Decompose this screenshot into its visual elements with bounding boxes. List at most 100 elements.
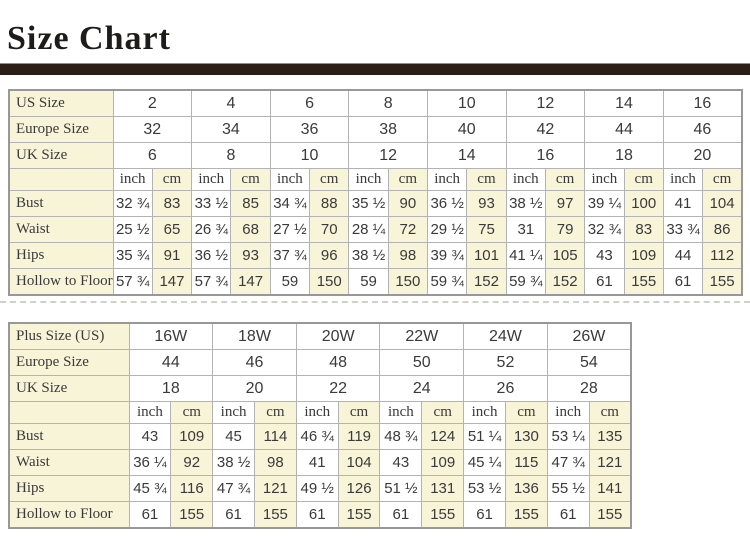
measurement-inch-value: 61 [295, 501, 339, 529]
unit-cm-header: cm [309, 168, 350, 191]
measurement-cm-value: 141 [588, 475, 632, 502]
size-value: 26W [546, 322, 632, 350]
row-label: Hips [8, 242, 114, 269]
row-label: Hollow to Floor [8, 268, 114, 296]
unit-inch-header: inch [269, 168, 311, 191]
measurement-inch-value: 59 ¾ [426, 268, 468, 296]
unit-inch-header: inch [112, 168, 153, 191]
empty-label-cell [8, 401, 130, 424]
measurement-cm-value: 105 [544, 242, 586, 269]
measurement-cm-value: 86 [702, 216, 743, 243]
standard-size-table: US Size 2 4 6 8 10 12 14 16 Europe Size 32 34 36 38 40… [8, 89, 743, 296]
table-row: Europe Size 44 46 48 50 52 54 [8, 349, 632, 376]
size-value: 14 [427, 142, 507, 169]
size-value: 52 [463, 349, 548, 376]
page-title: Size Chart [7, 20, 171, 57]
unit-inch-header: inch [379, 401, 423, 424]
measurement-inch-value: 33 ¾ [662, 216, 704, 243]
unit-cm-header: cm [337, 401, 381, 424]
measurement-inch-value: 29 ½ [426, 216, 468, 243]
size-value: 54 [546, 349, 632, 376]
measurement-cm-value: 155 [702, 268, 743, 296]
measurement-inch-value: 59 [269, 268, 311, 296]
size-value: 6 [269, 89, 350, 117]
measurement-cm-value: 65 [151, 216, 193, 243]
measurement-cm-value: 155 [588, 501, 632, 529]
size-value: 36 [269, 116, 350, 143]
measurement-inch-value: 51 ¼ [463, 423, 506, 450]
measurement-inch-value: 25 ½ [112, 216, 153, 243]
size-value: 18W [212, 322, 297, 350]
measurement-cm-value: 121 [253, 475, 297, 502]
unit-inch-header: inch [128, 401, 172, 424]
measurement-cm-value: 136 [504, 475, 548, 502]
measurement-cm-value: 130 [504, 423, 548, 450]
measurement-cm-value: 135 [588, 423, 632, 450]
row-label: Waist [8, 216, 114, 243]
measurement-inch-value: 36 ¼ [128, 449, 172, 476]
unit-cm-header: cm [702, 168, 743, 191]
size-value: 46 [212, 349, 297, 376]
measurement-inch-value: 46 ¾ [295, 423, 339, 450]
size-value: 12 [505, 89, 586, 117]
size-value: 48 [295, 349, 381, 376]
size-value: 26 [463, 375, 548, 402]
row-label: UK Size [8, 142, 114, 169]
measurement-cm-value: 92 [170, 449, 214, 476]
measurement-cm-value: 116 [170, 475, 214, 502]
size-value: 14 [584, 89, 664, 117]
unit-cm-header: cm [170, 401, 214, 424]
measurement-cm-value: 83 [151, 190, 193, 217]
unit-inch-header: inch [662, 168, 704, 191]
measurement-cm-value: 79 [544, 216, 586, 243]
measurement-cm-value: 124 [421, 423, 465, 450]
row-label: US Size [8, 89, 114, 117]
measurement-cm-value: 109 [170, 423, 214, 450]
plus-size-table: Plus Size (US) 16W 18W 20W 22W 24W 26W Europe S… [8, 322, 632, 529]
unit-cm-header: cm [151, 168, 193, 191]
measurement-cm-value: 119 [337, 423, 381, 450]
measurement-inch-value: 59 [348, 268, 389, 296]
unit-cm-header: cm [466, 168, 507, 191]
measurement-inch-value: 48 ¾ [379, 423, 423, 450]
measurement-inch-value: 31 [505, 216, 546, 243]
measurement-cm-value: 68 [230, 216, 271, 243]
measurement-cm-value: 75 [466, 216, 507, 243]
measurement-inch-value: 43 [584, 242, 625, 269]
measurement-inch-value: 47 ¾ [546, 449, 590, 476]
table-row: Bust 32 ¾ 83 33 ½ 85 34 ¾ 88 35 ½ 90 36 ½ 93 38 ½ 97… [8, 190, 743, 217]
measurement-inch-value: 43 [379, 449, 423, 476]
size-value: 50 [379, 349, 465, 376]
measurement-inch-value: 32 ¾ [112, 190, 153, 217]
measurement-cm-value: 131 [421, 475, 465, 502]
measurement-inch-value: 43 [128, 423, 172, 450]
measurement-cm-value: 147 [230, 268, 271, 296]
row-label: Europe Size [8, 349, 130, 376]
measurement-inch-value: 55 ½ [546, 475, 590, 502]
size-value: 22 [295, 375, 381, 402]
size-value: 20 [662, 142, 743, 169]
measurement-cm-value: 98 [387, 242, 429, 269]
row-label: Waist [8, 449, 130, 476]
measurement-inch-value: 61 [463, 501, 506, 529]
measurement-inch-value: 37 ¾ [269, 242, 311, 269]
measurement-cm-value: 114 [253, 423, 297, 450]
measurement-inch-value: 51 ½ [379, 475, 423, 502]
measurement-inch-value: 61 [379, 501, 423, 529]
size-value: 34 [191, 116, 271, 143]
measurement-cm-value: 112 [702, 242, 743, 269]
size-value: 6 [112, 142, 193, 169]
size-value: 40 [427, 116, 507, 143]
unit-inch-header: inch [505, 168, 546, 191]
measurement-inch-value: 61 [662, 268, 704, 296]
unit-cm-header: cm [421, 401, 465, 424]
measurement-inch-value: 53 ½ [463, 475, 506, 502]
table-row: Hollow to Floor 61 155 61 155 61 155 61 155 61 155… [8, 501, 632, 529]
measurement-inch-value: 41 [662, 190, 704, 217]
measurement-cm-value: 155 [504, 501, 548, 529]
size-value: 32 [112, 116, 193, 143]
size-value: 10 [269, 142, 350, 169]
